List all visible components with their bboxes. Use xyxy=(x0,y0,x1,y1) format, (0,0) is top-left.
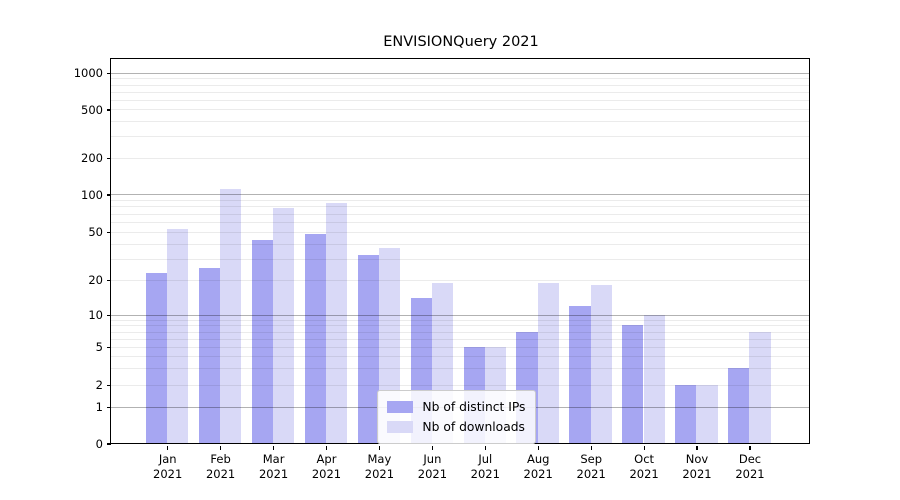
x-tick-mark xyxy=(378,445,381,450)
bar-nb-of-distinct-ips xyxy=(675,384,697,444)
legend-swatch xyxy=(387,401,414,414)
x-tick-label: Jun 2021 xyxy=(417,452,448,481)
y-tick-mark xyxy=(106,280,111,282)
x-tick-mark xyxy=(749,445,751,450)
bar-nb-of-downloads xyxy=(749,331,771,444)
y-tick-label: 2 xyxy=(95,377,103,392)
x-tick-mark xyxy=(273,445,275,450)
legend-label: Nb of downloads xyxy=(422,420,525,435)
x-tick-label: Sep 2021 xyxy=(576,452,606,481)
y-tick-label: 20 xyxy=(88,273,103,288)
bar-nb-of-downloads xyxy=(696,384,718,444)
y-tick-mark xyxy=(106,443,111,445)
plot-area: Nb of distinct IPs Nb of downloads xyxy=(110,58,811,445)
bar-nb-of-downloads xyxy=(273,207,295,444)
bar-nb-of-downloads xyxy=(167,228,189,444)
bar-nb-of-downloads xyxy=(325,203,348,444)
x-tick-mark xyxy=(220,445,222,450)
x-tick-label: Oct 2021 xyxy=(629,452,659,481)
x-tick-label: Dec 2021 xyxy=(735,452,765,481)
legend-label: Nb of distinct IPs xyxy=(422,400,526,415)
bar-nb-of-downloads xyxy=(220,189,242,444)
x-tick-label: Aug 2021 xyxy=(523,452,553,481)
x-tick-label: May 2021 xyxy=(364,452,395,481)
bar-nb-of-downloads xyxy=(643,315,665,444)
y-tick-label: 500 xyxy=(81,102,103,117)
y-tick-label: 200 xyxy=(81,150,103,165)
y-tick-label: 10 xyxy=(88,308,103,323)
bar-nb-of-downloads xyxy=(590,285,612,444)
y-tick-mark xyxy=(106,72,111,74)
chart-title: ENVISIONQuery 2021 xyxy=(383,34,539,50)
y-tick-label: 1000 xyxy=(73,65,103,80)
y-tick-mark xyxy=(106,157,111,159)
bars-layer xyxy=(111,59,809,444)
bar-nb-of-distinct-ips xyxy=(357,255,379,444)
bar-nb-of-distinct-ips xyxy=(251,239,273,444)
y-tick-mark xyxy=(106,231,111,233)
x-tick-label: Jul 2021 xyxy=(470,452,500,481)
x-tick-label: Feb 2021 xyxy=(205,452,236,481)
bar-nb-of-distinct-ips xyxy=(569,305,591,444)
x-tick-mark xyxy=(696,445,698,450)
x-tick-label: Apr 2021 xyxy=(311,452,342,481)
x-tick-label: Jan 2021 xyxy=(153,452,183,481)
y-tick-mark xyxy=(106,347,111,349)
bar-nb-of-distinct-ips xyxy=(728,368,750,444)
legend-row: Nb of downloads xyxy=(387,417,525,437)
y-tick-mark xyxy=(106,315,111,317)
x-tick-mark xyxy=(643,445,645,450)
x-tick-label: Mar 2021 xyxy=(258,452,289,481)
bar-nb-of-distinct-ips xyxy=(304,233,326,444)
bar-nb-of-distinct-ips xyxy=(198,268,220,444)
bar-nb-of-distinct-ips xyxy=(622,325,644,444)
x-tick-mark xyxy=(431,445,434,450)
bar-nb-of-distinct-ips xyxy=(145,272,168,444)
legend-swatch xyxy=(387,421,414,434)
x-tick-label: Nov 2021 xyxy=(682,452,712,481)
y-tick-label: 1 xyxy=(95,400,103,415)
y-tick-mark xyxy=(106,407,111,409)
legend-row: Nb of distinct IPs xyxy=(387,397,525,417)
y-tick-label: 100 xyxy=(81,187,103,202)
x-tick-mark xyxy=(325,445,328,450)
y-tick-mark xyxy=(106,194,111,196)
bar-nb-of-downloads xyxy=(537,282,559,444)
x-tick-mark xyxy=(167,445,169,450)
legend: Nb of distinct IPs Nb of downloads xyxy=(377,390,537,445)
y-tick-label: 5 xyxy=(95,340,103,355)
x-tick-mark xyxy=(484,445,486,450)
y-tick-label: 0 xyxy=(95,436,103,451)
y-tick-label: 50 xyxy=(88,224,103,239)
x-tick-mark xyxy=(537,445,539,450)
y-tick-mark xyxy=(106,384,111,386)
x-tick-mark xyxy=(590,445,592,450)
y-tick-mark xyxy=(106,109,111,111)
